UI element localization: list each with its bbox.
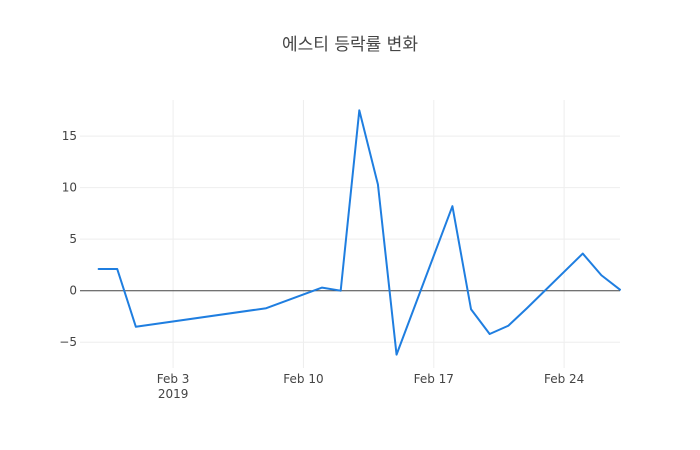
series-layer — [97, 109, 621, 356]
x-tick-label: Feb 17 — [414, 372, 454, 386]
y-tick-labels: 15 10 5 0 −5 — [59, 129, 77, 349]
grid-layer — [80, 100, 620, 368]
x-tick-year-label: 2019 — [158, 387, 189, 401]
chart-title: 에스티 등락률 변화 — [282, 35, 418, 55]
x-tick-label: Feb 24 — [544, 372, 584, 386]
x-tick-label: Feb 3 — [157, 372, 190, 386]
y-tick-label: −5 — [59, 335, 77, 349]
y-tick-label: 0 — [69, 284, 77, 298]
y-tick-label: 15 — [62, 129, 77, 143]
series-line-0 — [97, 109, 621, 356]
y-tick-label: 5 — [69, 232, 77, 246]
x-tick-label: Feb 10 — [283, 372, 323, 386]
y-tick-label: 10 — [62, 181, 77, 195]
